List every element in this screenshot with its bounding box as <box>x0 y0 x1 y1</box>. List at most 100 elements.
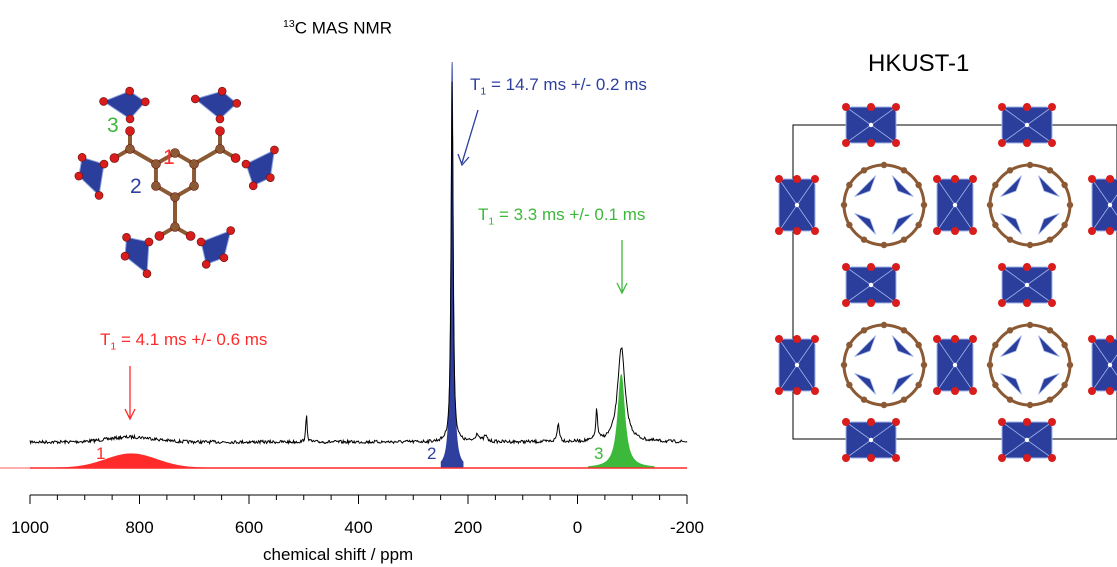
oxygen-atom <box>867 454 875 462</box>
carbon-atom <box>840 201 848 209</box>
oxygen-atom <box>1023 139 1031 147</box>
molecule-label-3: 3 <box>107 114 119 137</box>
oxygen-atom <box>109 153 120 163</box>
carbon-atom <box>1006 167 1014 174</box>
x-axis-label: chemical shift / ppm <box>263 545 414 564</box>
oxygen-atom <box>933 387 941 395</box>
oxygen-atom <box>1106 227 1114 235</box>
copper-paddlewheel-nodes <box>775 103 1117 462</box>
oxygen-atom <box>125 114 135 124</box>
carbon-atom <box>860 236 868 243</box>
nmr-spectrum <box>0 61 688 504</box>
oxygen-atom <box>867 418 875 426</box>
oxygen-atom <box>154 231 165 241</box>
t1-annotation-carbon-2: T1 = 14.7 ms +/- 0.2 ms <box>470 75 647 98</box>
cu-polyhedron <box>892 213 914 235</box>
carbon-atom <box>880 161 888 169</box>
oxygen-atom <box>1088 387 1096 395</box>
oxygen-atom <box>1088 175 1096 183</box>
oxygen-atom <box>1106 335 1114 343</box>
oxygen-atom <box>215 114 225 124</box>
carbon-atom <box>880 241 888 249</box>
oxygen-atom <box>125 86 134 96</box>
oxygen-atom <box>867 299 875 307</box>
oxygen-atom <box>122 233 131 242</box>
carbon-atom <box>170 222 180 232</box>
oxygen-atom <box>892 299 900 307</box>
bond <box>127 147 158 166</box>
carbon-atom <box>880 321 888 329</box>
cu-center <box>952 362 958 368</box>
carbon-atom <box>900 396 908 403</box>
oxygen-atom <box>811 335 819 343</box>
cu-polyhedron <box>892 175 914 197</box>
carbon-atom <box>900 167 908 174</box>
oxygen-atom <box>842 103 850 111</box>
oxygen-atom <box>969 227 977 235</box>
bond <box>192 147 223 166</box>
oxygen-atom <box>811 175 819 183</box>
t1-annotation-carbon-3: T1 = 3.3 ms +/- 0.1 ms <box>478 205 646 228</box>
oxygen-atom <box>1023 103 1031 111</box>
oxygen-atom <box>1048 103 1056 111</box>
oxygen-atom <box>951 175 959 183</box>
x-axis-ticks <box>29 495 688 504</box>
oxygen-atom <box>969 175 977 183</box>
cu-center <box>1024 437 1030 443</box>
cu-center <box>794 202 800 208</box>
blue-arrow <box>457 109 479 167</box>
carbon-atom <box>860 327 868 334</box>
oxygen-atom <box>125 126 135 136</box>
oxygen-atom <box>811 387 819 395</box>
carbon-atom <box>170 148 180 158</box>
oxygen-atom <box>933 227 941 235</box>
peak-fill-3 <box>588 373 655 469</box>
cu-polyhedron <box>854 373 876 395</box>
oxygen-atom <box>1048 418 1056 426</box>
oxygen-atom <box>998 103 1006 111</box>
cu-polyhedron <box>1000 175 1022 197</box>
oxygen-atom <box>74 171 84 181</box>
carbon-atom <box>1006 327 1014 334</box>
oxygen-atom <box>1048 454 1056 462</box>
cu-center <box>1024 282 1030 288</box>
cu-center <box>868 282 874 288</box>
unit-cell-box <box>792 124 1117 440</box>
cu-polyhedron <box>1000 213 1022 235</box>
x-tick-label: 800 <box>125 518 154 537</box>
oxygen-atom <box>933 175 941 183</box>
oxygen-atom <box>998 454 1006 462</box>
cu-polyhedron <box>854 335 876 357</box>
spectrum-title: 13C MAS NMR <box>283 18 392 38</box>
cu-center <box>794 362 800 368</box>
annotation-arrows <box>124 109 628 421</box>
carbon-atom <box>1061 341 1068 349</box>
carbon-atom <box>1006 396 1014 403</box>
carbon-atom <box>992 221 999 229</box>
carbon-atom <box>1061 381 1068 389</box>
oxygen-atom <box>793 387 801 395</box>
carbon-atom <box>992 381 999 389</box>
cu-center <box>1107 362 1113 368</box>
oxygen-atom <box>793 175 801 183</box>
peak-label-1: 1 <box>96 444 106 463</box>
axis-x <box>29 494 688 504</box>
carbon-atom <box>151 181 161 191</box>
carbon-atom <box>846 181 853 189</box>
x-tick-label: 400 <box>344 518 373 537</box>
pore-center <box>1027 362 1033 368</box>
oxygen-atom <box>201 259 211 269</box>
peak-fill-2 <box>440 61 464 469</box>
carbon-atom <box>1006 236 1014 243</box>
oxygen-atom <box>241 159 251 169</box>
oxygen-atom <box>842 139 850 147</box>
cu-polyhedron <box>1000 335 1022 357</box>
btc-linker-molecule-illustration <box>74 86 279 278</box>
x-tick-label: -200 <box>669 518 705 537</box>
oxygen-atom <box>842 263 850 271</box>
oxygen-atom <box>951 227 959 235</box>
carbon-atom <box>846 221 853 229</box>
carbon-atom <box>846 341 853 349</box>
oxygen-atom <box>1023 263 1031 271</box>
oxygen-atom <box>842 454 850 462</box>
